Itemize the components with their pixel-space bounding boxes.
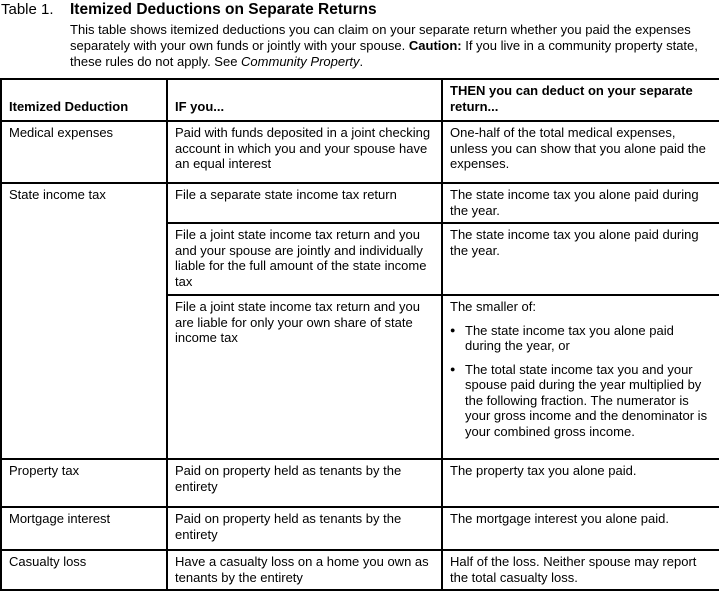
col-header-then-deduct: THEN you can deduct on your separate ret… (441, 78, 719, 122)
cell-then: The mortgage interest you alone paid. (441, 506, 719, 551)
cell-deduction: Medical expenses (0, 120, 168, 184)
table-row-state-income-tax-2: File a joint state income tax return and… (1, 222, 719, 296)
intro-text-2: If you live in a community property stat… (70, 38, 698, 69)
cell-then: The state income tax you alone paid duri… (441, 182, 719, 224)
table-row-medical-expenses: Medical expenses Paid with funds deposit… (0, 120, 719, 184)
bullet-icon: ● (450, 324, 456, 335)
bullet-item: ● The total state income tax you and you… (450, 362, 711, 440)
bullet-text: The total state income tax you and your … (465, 361, 708, 439)
table-number: Table 1. (1, 1, 54, 18)
cell-if: File a separate state income tax return (166, 182, 443, 224)
bullet-icon: ● (450, 363, 456, 374)
cell-deduction: State income tax (0, 182, 168, 460)
then-intro: The smaller of: (450, 299, 536, 314)
intro-text-1: This table shows itemized deductions you… (70, 22, 691, 53)
table-row-state-income-tax-3: File a joint state income tax return and… (1, 294, 719, 460)
table-row-mortgage-interest: Mortgage interest Paid on property held … (0, 506, 719, 551)
cell-if: File a joint state income tax return and… (166, 222, 443, 296)
cell-deduction: Casualty loss (0, 549, 168, 591)
table-intro: This table shows itemized deductions you… (70, 22, 718, 70)
cell-if: Paid on property held as tenants by the … (166, 458, 443, 508)
bullet-text: The state income tax you alone paid duri… (465, 322, 674, 354)
caution-label: Caution: (408, 38, 462, 53)
col-header-itemized-deduction: Itemized Deduction (0, 78, 168, 122)
table-title: Table 1. Itemized Deductions on Separate … (1, 1, 377, 19)
cell-if: Paid on property held as tenants by the … (166, 506, 443, 551)
cell-if: Paid with funds deposited in a joint che… (166, 120, 443, 184)
cell-if: File a joint state income tax return and… (166, 294, 443, 460)
itemized-deductions-table: Itemized Deduction IF you... THEN you ca… (0, 78, 719, 591)
cell-then: The smaller of: ● The state income tax y… (441, 294, 719, 460)
table-heading: Itemized Deductions on Separate Returns (70, 1, 377, 18)
table-row-property-tax: Property tax Paid on property held as te… (0, 458, 719, 508)
reference-community-property: Community Property (241, 54, 360, 69)
bullet-item: ● The state income tax you alone paid du… (450, 323, 711, 354)
cell-then: The property tax you alone paid. (441, 458, 719, 508)
table-header-row: Itemized Deduction IF you... THEN you ca… (0, 78, 719, 122)
cell-deduction: Property tax (0, 458, 168, 508)
cell-then: Half of the loss. Neither spouse may rep… (441, 549, 719, 591)
table-row-state-income-tax-1: State income tax File a separate state i… (0, 182, 719, 460)
cell-if: Have a casualty loss on a home you own a… (166, 549, 443, 591)
cell-then: The state income tax you alone paid duri… (441, 222, 719, 296)
intro-text-3: . (359, 54, 364, 69)
cell-deduction: Mortgage interest (0, 506, 168, 551)
col-header-if-you: IF you... (166, 78, 443, 122)
table-row-casualty-loss: Casualty loss Have a casualty loss on a … (0, 549, 719, 591)
cell-then: One-half of the total medical expenses, … (441, 120, 719, 184)
